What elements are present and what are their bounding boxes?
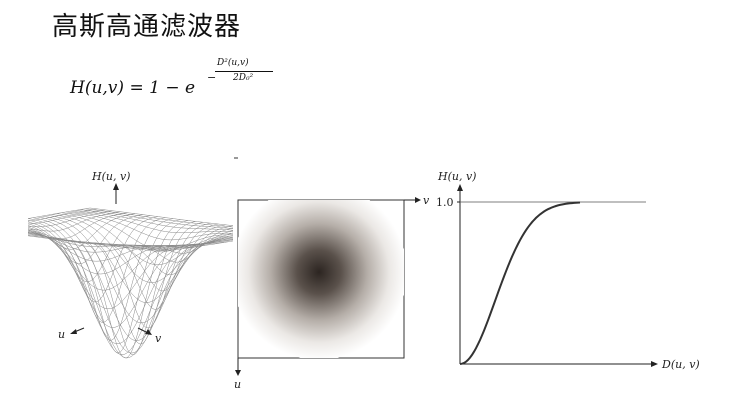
- profile-y-tick-label: 1.0: [436, 196, 454, 209]
- profile-y-label: H(u, v): [437, 170, 476, 183]
- image-v-label: v: [423, 194, 430, 207]
- image-u-axis-arrowhead: [235, 370, 241, 376]
- formula-lhs: H(u,v) = 1 − e: [70, 78, 196, 98]
- image-u-label: u: [234, 378, 241, 391]
- dark-center-blob: [238, 200, 404, 358]
- slide-title: 高斯高通滤波器: [52, 12, 242, 42]
- profile-y-arrowhead: [457, 184, 463, 191]
- radial-profile-plot: H(u, v) 1.0 D(u, v): [436, 170, 700, 371]
- stray-mark: [234, 157, 238, 159]
- z-axis-arrowhead: [113, 183, 119, 190]
- mesh-z-label: H(u, v): [91, 170, 130, 183]
- highpass-curve: [459, 201, 581, 365]
- u-axis-arrowhead: [70, 329, 77, 334]
- v-axis-arrowhead: [145, 329, 152, 335]
- exponent-sign: −: [207, 71, 217, 84]
- filter-image-plot: v u: [234, 194, 430, 391]
- mesh-v-label: v: [155, 332, 162, 345]
- mesh-surface-plot: H(u, v) u v: [28, 170, 233, 359]
- mesh-u-label: u: [58, 328, 65, 341]
- profile-x-label: D(u, v): [661, 358, 700, 371]
- mesh-wireframe: [28, 207, 233, 359]
- profile-x-arrowhead: [651, 361, 658, 367]
- exponent-numerator: D²(u,v): [217, 58, 249, 68]
- image-v-axis-arrowhead: [415, 197, 421, 203]
- exponent-denominator: 2D₀²: [233, 73, 254, 83]
- fraction-bar: [215, 71, 273, 72]
